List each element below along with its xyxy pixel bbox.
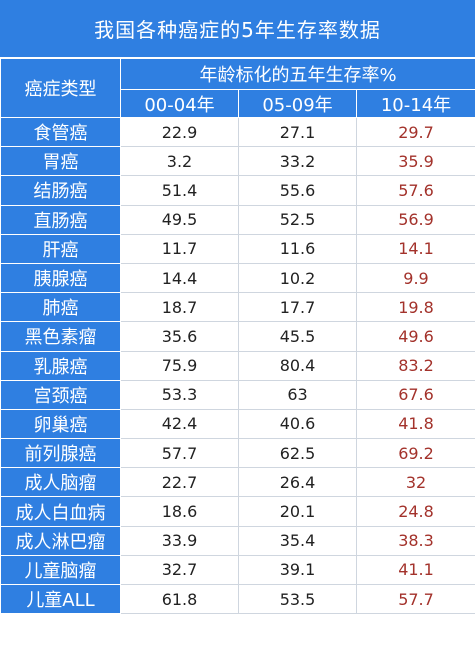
survival-value-cell: 24.8 [355, 496, 475, 527]
survival-value-cell: 57.7 [355, 583, 475, 615]
survival-value-cell: 3.2 [120, 146, 239, 177]
survival-value-cell: 53.3 [120, 379, 239, 410]
table-title: 我国各种癌症的5年生存率数据 [0, 0, 475, 58]
cancer-type-cell: 黑色素瘤 [0, 321, 121, 352]
table-row: 卵巢癌 42.4 40.6 41.8 [0, 408, 475, 440]
survival-value-cell: 57.7 [120, 438, 239, 469]
cancer-type-cell: 胰腺癌 [0, 262, 121, 294]
survival-value-cell: 19.8 [355, 292, 475, 323]
survival-value-cell: 75.9 [120, 350, 239, 381]
survival-value-cell: 39.1 [238, 554, 357, 586]
table-row: 乳腺癌 75.9 80.4 83.2 [0, 350, 475, 381]
survival-value-cell: 11.6 [238, 233, 357, 264]
survival-value-cell: 56.9 [355, 204, 475, 235]
survival-value-cell: 32 [355, 467, 475, 498]
survival-value-cell: 80.4 [238, 350, 357, 381]
table-row: 肝癌 11.7 11.6 14.1 [0, 233, 475, 264]
cancer-type-cell: 前列腺癌 [0, 438, 121, 469]
table-row: 食管癌 22.9 27.1 29.7 [0, 116, 475, 148]
survival-value-cell: 14.4 [120, 262, 239, 294]
survival-value-cell: 63 [238, 379, 357, 410]
survival-value-cell: 69.2 [355, 438, 475, 469]
cancer-type-cell: 儿童ALL [0, 583, 121, 615]
table-row: 成人白血病 18.6 20.1 24.8 [0, 496, 475, 527]
survival-value-cell: 49.6 [355, 321, 475, 352]
cancer-type-header: 癌症类型 [0, 58, 121, 118]
survival-value-cell: 33.9 [120, 525, 239, 556]
cancer-type-cell: 胃癌 [0, 146, 121, 177]
cancer-type-cell: 卵巢癌 [0, 408, 121, 440]
survival-value-cell: 33.2 [238, 146, 357, 177]
table-row: 儿童ALL 61.8 53.5 57.7 [0, 583, 475, 615]
survival-value-cell: 52.5 [238, 204, 357, 235]
survival-value-cell: 53.5 [238, 583, 357, 615]
cancer-type-cell: 结肠癌 [0, 175, 121, 206]
survival-value-cell: 83.2 [355, 350, 475, 381]
cancer-type-cell: 宫颈癌 [0, 379, 121, 410]
survival-value-cell: 35.9 [355, 146, 475, 177]
survival-value-cell: 10.2 [238, 262, 357, 294]
survival-value-cell: 32.7 [120, 554, 239, 586]
survival-value-cell: 62.5 [238, 438, 357, 469]
table-row: 直肠癌 49.5 52.5 56.9 [0, 204, 475, 235]
survival-value-cell: 40.6 [238, 408, 357, 440]
survival-value-cell: 42.4 [120, 408, 239, 440]
period-header-2010-2014: 10-14年 [355, 89, 475, 118]
cancer-type-cell: 成人淋巴瘤 [0, 525, 121, 556]
survival-value-cell: 11.7 [120, 233, 239, 264]
survival-value-cell: 20.1 [238, 496, 357, 527]
survival-value-cell: 55.6 [238, 175, 357, 206]
survival-value-cell: 22.9 [120, 116, 239, 148]
survival-value-cell: 14.1 [355, 233, 475, 264]
survival-value-cell: 18.6 [120, 496, 239, 527]
survival-value-cell: 18.7 [120, 292, 239, 323]
table-row: 儿童脑瘤 32.7 39.1 41.1 [0, 554, 475, 586]
survival-value-cell: 35.6 [120, 321, 239, 352]
table-row: 肺癌 18.7 17.7 19.8 [0, 292, 475, 323]
survival-rate-table: 癌症类型 年龄标化的五年生存率% 00-04年 05-09年 10-14年 食管… [0, 58, 475, 615]
table-row: 成人脑瘤 22.7 26.4 32 [0, 467, 475, 498]
cancer-type-cell: 食管癌 [0, 116, 121, 148]
survival-value-cell: 22.7 [120, 467, 239, 498]
survival-value-cell: 35.4 [238, 525, 357, 556]
survival-value-cell: 9.9 [355, 262, 475, 294]
table-row: 胃癌 3.2 33.2 35.9 [0, 146, 475, 177]
survival-value-cell: 51.4 [120, 175, 239, 206]
cancer-type-cell: 乳腺癌 [0, 350, 121, 381]
table-header: 癌症类型 年龄标化的五年生存率% 00-04年 05-09年 10-14年 [0, 58, 475, 118]
table-row: 前列腺癌 57.7 62.5 69.2 [0, 438, 475, 469]
table-row: 结肠癌 51.4 55.6 57.6 [0, 175, 475, 206]
table-row: 成人淋巴瘤 33.9 35.4 38.3 [0, 525, 475, 556]
table-body: 食管癌 22.9 27.1 29.7 胃癌 3.2 33.2 35.9 结肠癌 51.4 55.6 5… [0, 116, 475, 615]
survival-rate-group-header: 年龄标化的五年生存率% [119, 58, 475, 90]
cancer-type-cell: 肝癌 [0, 233, 121, 264]
table-row: 宫颈癌 53.3 63 67.6 [0, 379, 475, 410]
survival-value-cell: 67.6 [355, 379, 475, 410]
cancer-type-cell: 直肠癌 [0, 204, 121, 235]
cancer-type-cell: 成人脑瘤 [0, 467, 121, 498]
cancer-type-cell: 儿童脑瘤 [0, 554, 121, 586]
survival-value-cell: 49.5 [120, 204, 239, 235]
period-header-2000-2004: 00-04年 [120, 89, 239, 118]
period-header-2005-2009: 05-09年 [238, 89, 357, 118]
survival-value-cell: 27.1 [238, 116, 357, 148]
survival-value-cell: 41.1 [355, 554, 475, 586]
survival-value-cell: 29.7 [355, 116, 475, 148]
survival-value-cell: 38.3 [355, 525, 475, 556]
survival-value-cell: 61.8 [120, 583, 239, 615]
table-row: 黑色素瘤 35.6 45.5 49.6 [0, 321, 475, 352]
survival-value-cell: 26.4 [238, 467, 357, 498]
survival-value-cell: 41.8 [355, 408, 475, 440]
cancer-type-cell: 成人白血病 [0, 496, 121, 527]
survival-value-cell: 45.5 [238, 321, 357, 352]
survival-value-cell: 17.7 [238, 292, 357, 323]
cancer-type-cell: 肺癌 [0, 292, 121, 323]
table-row: 胰腺癌 14.4 10.2 9.9 [0, 262, 475, 294]
survival-value-cell: 57.6 [355, 175, 475, 206]
